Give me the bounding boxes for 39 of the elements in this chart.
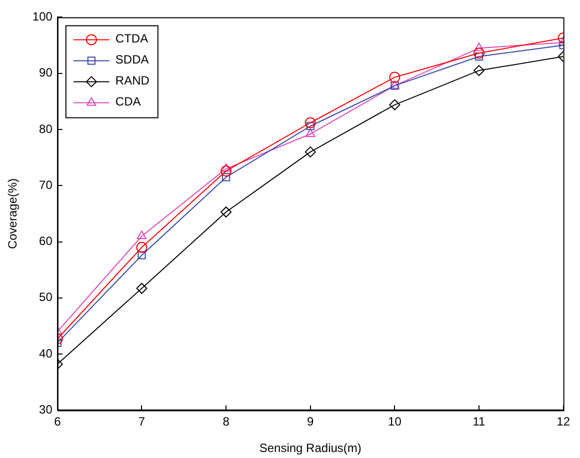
x-tick-label: 10 (388, 414, 402, 429)
y-tick-label: 90 (39, 66, 53, 80)
y-tick-label: 60 (39, 234, 53, 248)
point (389, 99, 400, 110)
y-axis-title: Coverage(%) (6, 178, 20, 250)
legend-label: CTDA (115, 32, 148, 46)
legend-label: CDA (115, 94, 141, 109)
x-axis-title: Sensing Radius(m) (259, 441, 362, 456)
x-tick-label: 11 (472, 414, 486, 429)
point (304, 146, 316, 158)
x-tick-label: 7 (138, 414, 146, 429)
point (304, 117, 316, 128)
point (136, 230, 147, 240)
y-tick-label: 100 (32, 10, 53, 24)
point (220, 166, 232, 177)
point (222, 173, 230, 182)
y-tick-label: 40 (39, 346, 53, 360)
x-tick-label: 9 (307, 414, 314, 429)
point (474, 42, 484, 52)
legend-label: SDDA (115, 52, 149, 67)
point (136, 242, 148, 253)
legend-label: RAND (115, 74, 150, 88)
point (474, 52, 484, 61)
y-tick-label: 30 (39, 402, 53, 417)
point (389, 72, 400, 83)
y-tick-label: 50 (39, 290, 53, 304)
y-tick-label: 80 (39, 122, 53, 136)
point (474, 48, 485, 59)
point (306, 128, 316, 137)
point (220, 206, 232, 218)
point (221, 163, 231, 172)
x-tick-label: 12 (556, 414, 570, 429)
x-tick-label: 8 (222, 414, 230, 429)
point (306, 122, 314, 130)
point (136, 282, 148, 294)
point (474, 65, 485, 76)
point (138, 251, 146, 260)
x-tick-label: 6 (54, 414, 62, 429)
y-tick-label: 70 (39, 178, 53, 192)
